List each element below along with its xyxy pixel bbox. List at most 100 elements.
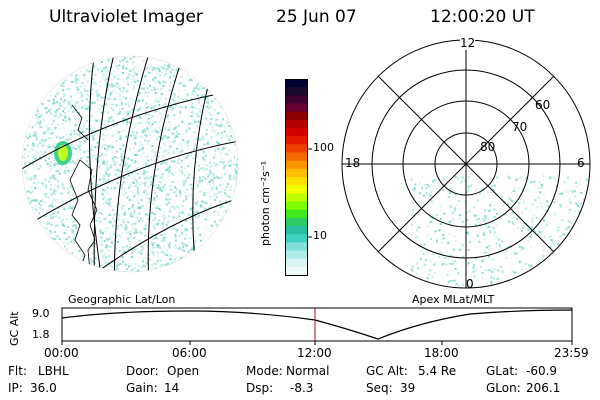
speckle (413, 190, 416, 193)
speckle (151, 264, 154, 267)
speckle (176, 147, 179, 150)
speckle (104, 170, 107, 173)
speckle (81, 91, 84, 94)
speckle (133, 66, 136, 69)
speckle (45, 183, 47, 186)
speckle (504, 201, 506, 203)
speckle (525, 207, 528, 210)
speckle (154, 191, 157, 194)
speckle (101, 249, 104, 252)
speckle (169, 184, 172, 187)
speckle (129, 215, 132, 217)
speckle (144, 214, 146, 217)
speckle (84, 89, 86, 92)
speckle (62, 222, 65, 225)
speckle (105, 201, 108, 204)
speckle (574, 210, 577, 213)
speckle (196, 112, 199, 115)
speckle (208, 173, 211, 176)
speckle (63, 245, 66, 248)
speckle (47, 180, 50, 183)
speckle (100, 70, 103, 73)
speckle (66, 211, 69, 214)
speckle (134, 222, 137, 225)
speckle (50, 192, 52, 195)
speckle (484, 251, 487, 254)
speckle (199, 234, 202, 237)
speckle (86, 137, 89, 140)
speckle (182, 242, 185, 245)
speckle (56, 224, 59, 227)
speckle (108, 78, 111, 81)
speckle (193, 153, 196, 156)
speckle (74, 232, 77, 235)
speckle (99, 108, 102, 110)
speckle (499, 271, 502, 274)
speckle (145, 170, 148, 173)
speckle (540, 213, 543, 216)
speckle (125, 245, 128, 248)
speckle (205, 164, 208, 167)
speckle (129, 57, 132, 60)
speckle (138, 92, 141, 94)
speckle (158, 146, 161, 149)
speckle (64, 111, 66, 114)
speckle (414, 189, 417, 192)
speckle (203, 143, 206, 146)
speckle (86, 69, 89, 72)
speckle (90, 88, 93, 91)
speckle (36, 112, 39, 115)
speckle (92, 156, 95, 159)
speckle (184, 182, 187, 185)
speckle (198, 181, 201, 184)
speckle (184, 230, 187, 233)
speckle (439, 218, 442, 221)
speckle (571, 191, 574, 194)
speckle (105, 77, 108, 80)
speckle (227, 137, 230, 140)
speckle (200, 239, 203, 242)
speckle (446, 262, 449, 265)
speckle (225, 186, 228, 188)
speckle (164, 236, 167, 239)
speckle (177, 83, 180, 86)
speckle (132, 213, 135, 216)
filter-value: LBHL (38, 364, 69, 378)
speckle (147, 159, 150, 162)
speckle (125, 231, 128, 234)
speckle (111, 157, 114, 160)
speckle (81, 93, 84, 96)
speckle (169, 254, 172, 257)
speckle (553, 201, 556, 204)
speckle (193, 138, 196, 141)
speckle (62, 101, 65, 104)
speckle (37, 180, 40, 182)
speckle (175, 188, 178, 191)
speckle (170, 160, 173, 163)
speckle (166, 254, 169, 256)
speckle (542, 182, 545, 185)
speckle (62, 206, 65, 209)
speckle (65, 202, 68, 205)
speckle (118, 202, 121, 205)
speckle (159, 162, 162, 165)
speckle (99, 104, 102, 107)
speckle (427, 225, 429, 228)
filter-label: Flt: (8, 364, 27, 378)
speckle (124, 111, 127, 114)
speckle (58, 202, 61, 205)
speckle (106, 149, 109, 152)
speckle (235, 173, 238, 176)
speckle (128, 68, 131, 71)
speckle (145, 112, 147, 115)
speckle (148, 258, 151, 261)
speckle (117, 234, 120, 237)
speckle (111, 242, 114, 245)
speckle (515, 206, 518, 209)
speckle (137, 219, 140, 222)
speckle (144, 208, 147, 211)
speckle (167, 136, 170, 139)
speckle (35, 209, 38, 212)
speckle (27, 155, 30, 158)
speckle (110, 73, 113, 76)
